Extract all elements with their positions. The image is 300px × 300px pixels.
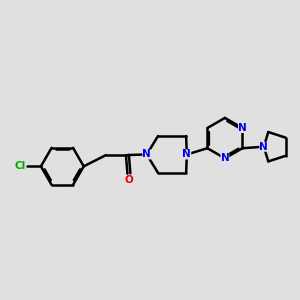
Text: O: O [124,175,133,185]
Text: Cl: Cl [14,161,26,171]
Text: N: N [142,149,151,160]
Text: N: N [260,142,268,152]
Text: N: N [220,153,229,163]
Text: N: N [182,149,191,160]
Text: N: N [238,123,247,133]
